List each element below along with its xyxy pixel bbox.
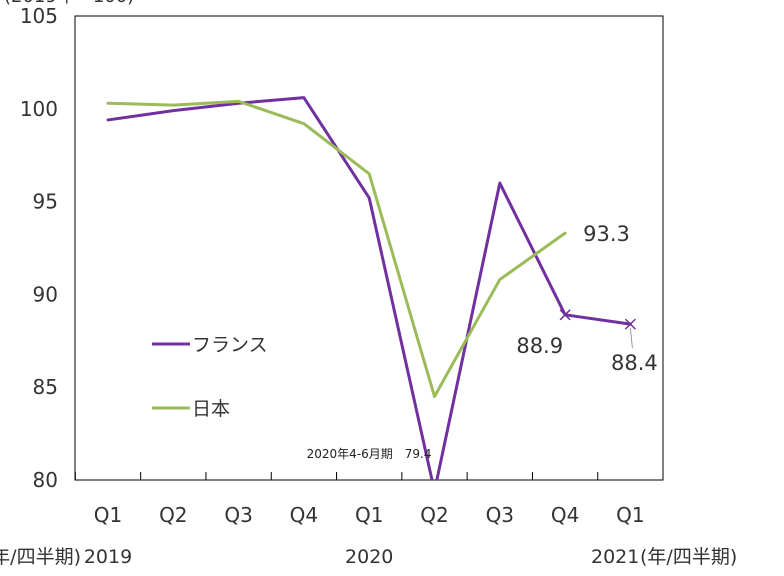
x-tick-label: Q1 xyxy=(355,503,383,527)
legend-label-france: フランス xyxy=(192,334,268,356)
data-label-leader xyxy=(629,328,633,349)
x-tick-label: Q3 xyxy=(224,503,252,527)
x-tick-label: Q1 xyxy=(94,503,122,527)
x-tick-label: Q4 xyxy=(290,503,318,527)
y-tick-label: 100 xyxy=(20,97,58,121)
year-label: 2019 xyxy=(84,546,132,568)
x-axis-unit-label: (年/四半期) xyxy=(0,546,81,568)
x-tick-label: Q4 xyxy=(551,503,579,527)
data-point-marker xyxy=(624,318,636,330)
x-tick-label: Q3 xyxy=(486,503,514,527)
y-tick-label: 105 xyxy=(20,4,58,28)
x-tick-label: Q2 xyxy=(159,503,187,527)
y-tick-label: 95 xyxy=(33,190,58,214)
data-label: 88.4 xyxy=(611,351,658,375)
plot-frame xyxy=(74,15,664,481)
trough-annotation: 2020年4-6月期 79.4 xyxy=(307,447,432,461)
x-tick-label: Q1 xyxy=(616,503,644,527)
y-tick-label: 80 xyxy=(33,468,58,492)
series-line-france xyxy=(106,96,632,480)
x-tick-label: Q2 xyxy=(420,503,448,527)
series-line-japan xyxy=(106,99,567,398)
data-label: 88.9 xyxy=(516,334,563,358)
labels: 93.3 88.9 88.4 2020年4-6月期 79.4 xyxy=(307,222,658,461)
y-tick-label: 90 xyxy=(33,282,58,306)
y-tick-label: 85 xyxy=(33,375,58,399)
data-label: 93.3 xyxy=(583,222,630,246)
data-point-marker xyxy=(559,309,571,321)
series-lines xyxy=(106,96,632,480)
legend-label-japan: 日本 xyxy=(192,398,230,420)
year-label: 2020 xyxy=(345,546,393,568)
year-label: 2021 xyxy=(591,546,639,568)
x-axis-unit-label: (年/四半期) xyxy=(640,546,737,568)
